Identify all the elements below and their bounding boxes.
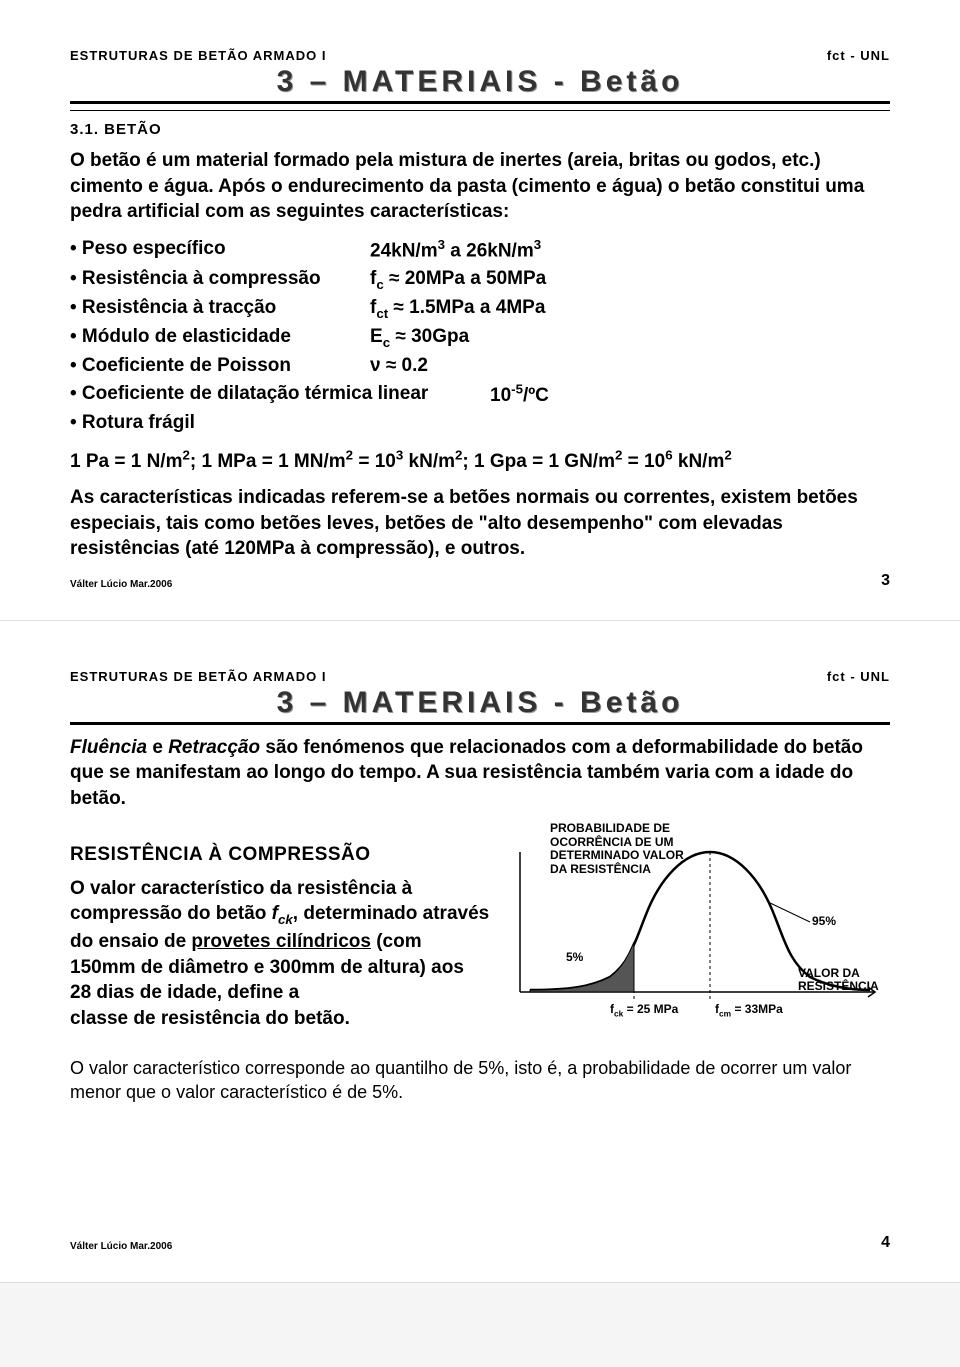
header-row: ESTRUTURAS DE BETÃO ARMADO I fct - UNL	[70, 48, 890, 63]
char-row-dilatacao: • Coeficiente de dilatação térmica linea…	[70, 380, 890, 410]
char-label: • Resistência à compressão	[70, 265, 370, 294]
fck-paragraph: O valor característico da resistência à …	[70, 876, 490, 1032]
header-left: ESTRUTURAS DE BETÃO ARMADO I	[70, 669, 326, 684]
intro-paragraph: O betão é um material formado pela mistu…	[70, 148, 890, 225]
footer: Válter Lúcio Mar.2006 3	[70, 572, 890, 590]
slide-4: ESTRUTURAS DE BETÃO ARMADO I fct - UNL 3…	[0, 621, 960, 1283]
footer-author: Válter Lúcio Mar.2006	[70, 1241, 172, 1252]
char-label: • Peso específico	[70, 235, 370, 265]
fluencia-paragraph: Fluência e Retracção são fenómenos que r…	[70, 735, 890, 812]
char-label: • Resistência à tracção	[70, 294, 370, 323]
char-value: ν ≈ 0.2	[370, 352, 890, 380]
header-left: ESTRUTURAS DE BETÃO ARMADO I	[70, 48, 326, 63]
term-retraccao: Retracção	[168, 737, 260, 758]
footer-page-number: 3	[881, 572, 890, 590]
char-row: • Peso específico24kN/m3 a 26kN/m3	[70, 235, 890, 265]
char-row: • Resistência à tracçãofct ≈ 1.5MPa a 4M…	[70, 294, 890, 323]
label-95pct: 95%	[812, 914, 836, 928]
char-value: Ec ≈ 30Gpa	[370, 323, 890, 352]
char-label: • Módulo de elasticidade	[70, 323, 370, 352]
units-line: 1 Pa = 1 N/m2; 1 MPa = 1 MN/m2 = 103 kN/…	[70, 447, 890, 475]
note-paragraph: As características indicadas referem-se …	[70, 485, 890, 562]
right-column: PROBABILIDADE DEOCORRÊNCIA DE UMDETERMIN…	[510, 822, 890, 1042]
char-value: fc ≈ 20MPa a 50MPa	[370, 265, 890, 294]
char-row: • Coeficiente de Poissonν ≈ 0.2	[70, 352, 890, 380]
char-row: • Resistência à compressãofc ≈ 20MPa a 5…	[70, 265, 890, 294]
provetes-underline: provetes cilíndricos	[191, 931, 371, 952]
characteristics-list: • Peso específico24kN/m3 a 26kN/m3• Resi…	[70, 235, 890, 437]
slide-3: ESTRUTURAS DE BETÃO ARMADO I fct - UNL 3…	[0, 0, 960, 621]
char-row: • Módulo de elasticidadeEc ≈ 30Gpa	[70, 323, 890, 352]
footer: Válter Lúcio Mar.2006 4	[70, 1234, 890, 1252]
term-fluencia: Fluência	[70, 737, 147, 758]
tick-fck: fck = 25 MPa	[610, 1002, 678, 1018]
two-column-region: RESISTÊNCIA À COMPRESSÃO O valor caracte…	[70, 822, 890, 1042]
divider	[70, 110, 890, 111]
subsection-title: RESISTÊNCIA À COMPRESSÃO	[70, 844, 490, 866]
distribution-chart: PROBABILIDADE DEOCORRÊNCIA DE UMDETERMIN…	[510, 822, 880, 1032]
chart-caption: PROBABILIDADE DEOCORRÊNCIA DE UMDETERMIN…	[550, 822, 684, 877]
bottom-note: O valor característico corresponde ao qu…	[70, 1056, 890, 1105]
label-5pct: 5%	[566, 950, 583, 964]
page-title: 3 – MATERIAIS - Betão	[70, 684, 890, 725]
xaxis-label: VALOR DARESISTÊNCIA	[798, 967, 879, 993]
char-row-rotura: • Rotura frágil	[70, 409, 890, 437]
char-value: fct ≈ 1.5MPa a 4MPa	[370, 294, 890, 323]
footer-page-number: 4	[881, 1234, 890, 1252]
left-column: RESISTÊNCIA À COMPRESSÃO O valor caracte…	[70, 822, 490, 1042]
char-label: • Coeficiente de Poisson	[70, 352, 370, 380]
page-title: 3 – MATERIAIS - Betão	[70, 63, 890, 104]
tick-fcm: fcm = 33MPa	[715, 1002, 783, 1018]
fck-symbol: fck	[272, 903, 293, 924]
char-value: 24kN/m3 a 26kN/m3	[370, 235, 890, 265]
footer-author: Válter Lúcio Mar.2006	[70, 579, 172, 590]
section-number: 3.1. BETÃO	[70, 121, 890, 138]
char-label: • Coeficiente de dilatação térmica linea…	[70, 380, 490, 410]
char-label: • Rotura frágil	[70, 409, 195, 437]
char-value: 10-5/ºC	[490, 380, 890, 410]
header-row: ESTRUTURAS DE BETÃO ARMADO I fct - UNL	[70, 669, 890, 684]
header-right: fct - UNL	[827, 48, 890, 63]
header-right: fct - UNL	[827, 669, 890, 684]
